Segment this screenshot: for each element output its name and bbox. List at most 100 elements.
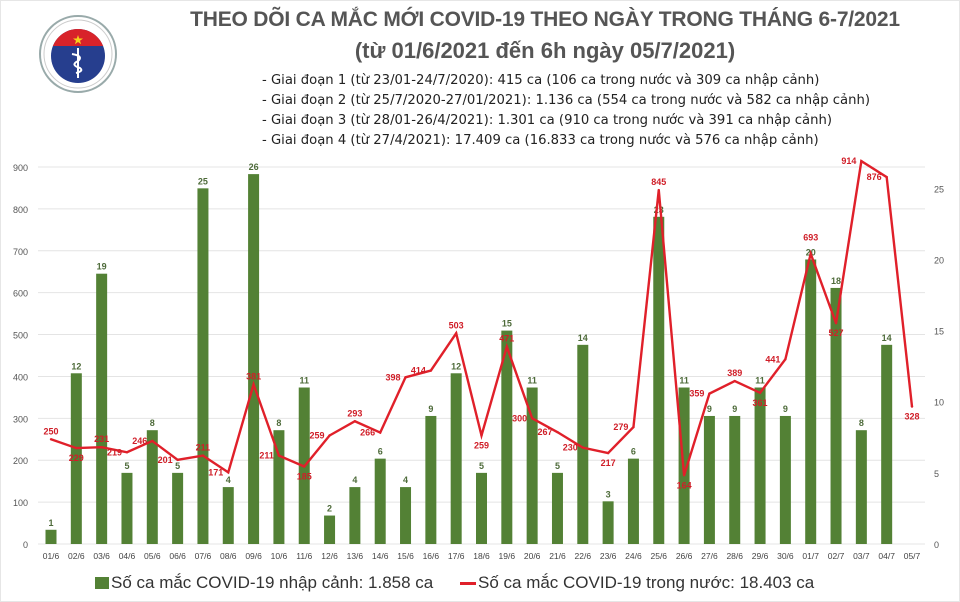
bar-imported-cases [121,472,133,544]
bar-data-label: 11 [299,376,309,386]
bar-imported-cases [400,487,412,544]
bar-imported-cases [374,458,386,544]
line-data-label: 211 [259,451,274,461]
x-axis-tick-label: 08/6 [220,551,237,561]
bar-data-label: 11 [755,376,765,386]
legend-line-swatch [460,581,476,585]
line-data-label: 845 [651,177,666,187]
left-axis-tick-label: 900 [13,163,28,173]
stage-4-summary: - Giai đoạn 4 (từ 27/4/2021): 17.409 ca … [262,133,819,148]
bar-imported-cases [881,344,893,544]
chart-title: THEO DÕI CA MẮC MỚI COVID-19 THEO NGÀY T… [190,8,900,31]
x-axis-tick-label: 21/6 [549,551,566,561]
x-axis-tick-label: 07/6 [195,551,212,561]
line-data-label: 185 [297,472,312,482]
line-data-label: 246 [132,436,147,446]
x-axis-tick-label: 03/7 [853,551,870,561]
bar-data-label: 23 [654,205,664,215]
line-point [125,451,129,454]
line-data-label: 219 [107,447,122,457]
x-axis-tick-label: 01/6 [43,551,60,561]
bar-imported-cases [526,387,538,544]
x-axis-tick-label: 03/6 [93,551,110,561]
line-data-label: 259 [474,441,489,451]
bar-data-label: 25 [198,176,208,186]
x-axis-tick-label: 20/6 [524,551,541,561]
line-data-label: 266 [360,428,375,438]
bar-data-label: 1 [48,518,53,528]
line-data-label: 217 [601,458,616,468]
bar-data-label: 2 [327,504,332,514]
line-data-label: 279 [613,422,628,432]
line-point [49,438,53,441]
bar-imported-cases [501,330,513,544]
bar-imported-cases [222,487,234,544]
line-data-label: 359 [689,389,704,399]
right-axis-tick-label: 20 [934,255,944,265]
bar-data-label: 5 [124,461,129,471]
line-data-label: 381 [246,371,261,381]
x-axis-tick-label: 13/6 [347,551,364,561]
line-point [556,430,559,434]
line-point [682,474,686,477]
line-point [480,434,483,437]
line-point [404,376,407,379]
bar-imported-cases [830,287,842,544]
bar-data-label: 11 [527,376,537,386]
right-axis-tick-label: 5 [934,469,939,479]
legend-bar-swatch [95,577,109,589]
x-axis-tick-label: 12/6 [321,551,338,561]
right-axis-tick-label: 15 [934,327,944,337]
line-data-label: 230 [563,443,578,453]
bar-data-label: 5 [175,461,180,471]
line-point [277,454,281,457]
line-data-label: 693 [803,233,818,243]
bar-imported-cases [602,501,614,544]
x-axis-tick-label: 17/6 [448,551,465,561]
bar-imported-cases [450,373,462,544]
line-point [176,458,179,462]
x-axis-tick-label: 25/6 [650,551,667,561]
line-point [328,434,331,437]
x-axis-tick-label: 16/6 [423,551,440,561]
bar-data-label: 14 [882,333,892,343]
x-axis-tick-label: 04/7 [878,551,895,561]
bar-imported-cases [70,373,82,544]
bar-imported-cases [653,216,665,544]
covid-cases-chart: 0100200300400500600700800900051015202501… [13,156,944,561]
bar-data-label: 8 [276,418,281,428]
x-axis-tick-label: 28/6 [726,551,743,561]
left-axis-tick-label: 800 [13,205,28,215]
line-data-label: 250 [43,426,58,436]
right-axis-tick-label: 0 [934,540,939,550]
line-data-label: 471 [499,334,514,344]
line-point [910,405,914,408]
x-axis-tick-label: 01/7 [802,551,819,561]
x-axis-tick-label: 30/6 [777,551,794,561]
chart-subtitle: (từ 01/6/2021 đến 6h ngày 05/7/2021) [354,38,736,63]
bar-imported-cases [476,472,487,544]
line-data-label: 293 [347,408,362,418]
x-axis-tick-label: 11/6 [296,551,312,561]
bar-data-label: 26 [249,162,259,172]
x-axis-tick-label: 09/6 [245,551,262,561]
line-data-label: 914 [841,156,856,166]
bar-imported-cases [45,529,57,544]
line-data-label: 229 [69,453,84,463]
bar-imported-cases [577,344,589,544]
bar-imported-cases [627,458,639,544]
x-axis-tick-label: 22/6 [575,551,592,561]
x-axis-tick-label: 26/6 [676,551,693,561]
stage-3-summary: - Giai đoạn 3 (từ 28/01-26/4/2021): 1.30… [262,113,832,128]
bar-data-label: 9 [707,404,712,414]
line-point [606,451,610,455]
bar-imported-cases [425,415,437,544]
x-axis-tick-label: 15/6 [397,551,414,561]
x-axis-tick-label: 29/6 [752,551,769,561]
line-point [429,369,433,372]
line-point [657,188,660,192]
bar-data-label: 12 [451,361,461,371]
right-axis-tick-label: 25 [934,184,944,194]
bar-imported-cases [754,387,766,544]
bar-data-label: 4 [226,475,231,485]
